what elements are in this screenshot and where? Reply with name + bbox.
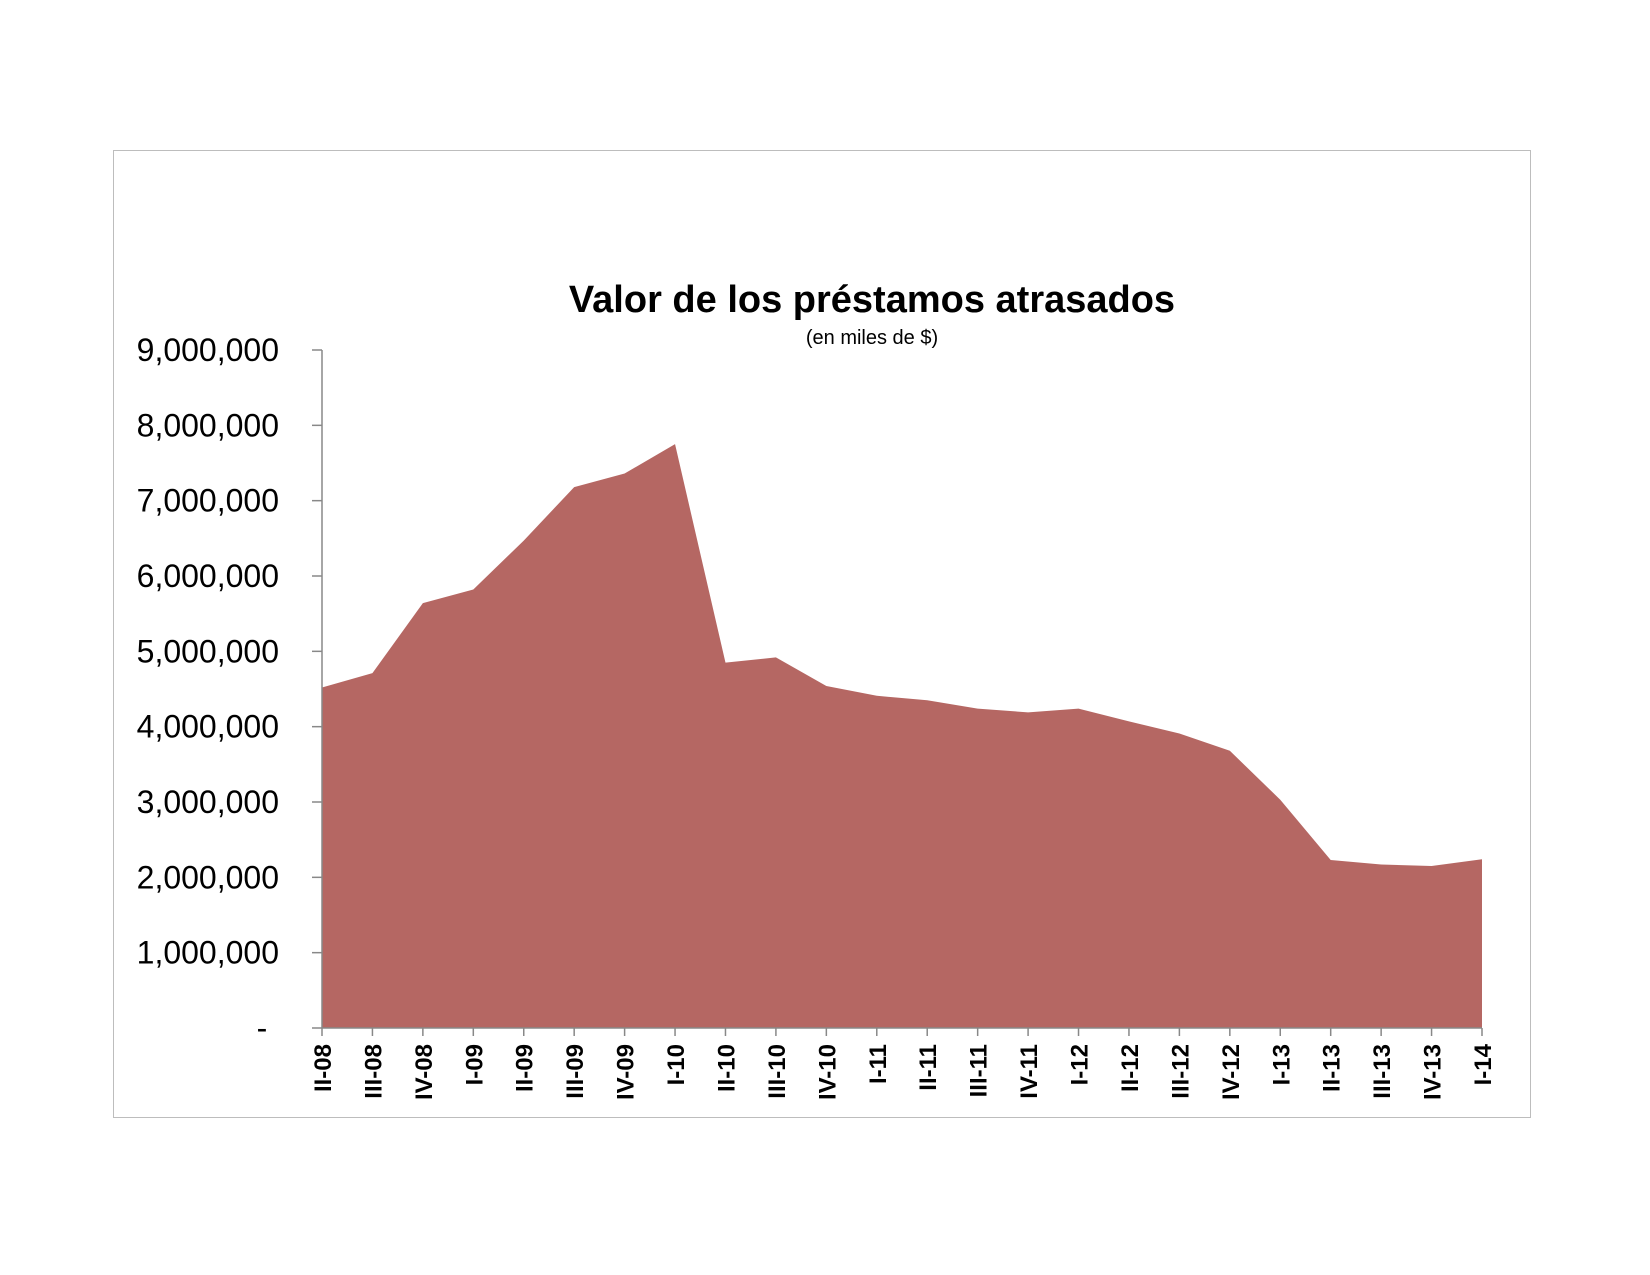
x-tick-label: II-12 bbox=[1117, 1044, 1144, 1092]
y-tick-label: 5,000,000 bbox=[137, 633, 279, 669]
plot-area bbox=[322, 444, 1482, 1028]
area-series bbox=[322, 444, 1482, 1028]
x-tick-label: III-12 bbox=[1167, 1044, 1194, 1099]
x-axis: II-08 III-08 IV-08 I-09 II-09 III-09 IV-09 I-10… bbox=[310, 1027, 1497, 1100]
x-tick-label: III-08 bbox=[360, 1044, 387, 1099]
y-tick-label: 6,000,000 bbox=[137, 558, 279, 594]
x-tick-label: I-10 bbox=[663, 1044, 690, 1085]
chart-title: Valor de los préstamos atrasados bbox=[569, 279, 1175, 321]
x-tick-label: I-09 bbox=[461, 1044, 488, 1085]
x-tick-label: III-11 bbox=[966, 1044, 993, 1097]
y-tick-label: 7,000,000 bbox=[137, 483, 279, 519]
x-tick-label: II-11 bbox=[915, 1044, 942, 1091]
x-tick-label: II-10 bbox=[713, 1044, 740, 1092]
x-tick-label: I-13 bbox=[1268, 1044, 1295, 1085]
x-tick-label: III-10 bbox=[764, 1044, 791, 1099]
x-tick-label: II-13 bbox=[1319, 1044, 1346, 1092]
y-tick-label: 4,000,000 bbox=[137, 709, 279, 745]
y-tick-label: 9,000,000 bbox=[137, 332, 279, 368]
y-tick-label: 8,000,000 bbox=[137, 407, 279, 443]
x-tick-label: II-09 bbox=[512, 1044, 539, 1092]
x-tick-label: III-13 bbox=[1369, 1044, 1396, 1099]
x-tick-label: IV-12 bbox=[1218, 1044, 1245, 1100]
y-tick-label: 1,000,000 bbox=[137, 935, 279, 971]
y-tick-label: 2,000,000 bbox=[137, 859, 279, 895]
x-tick-label: IV-10 bbox=[814, 1044, 841, 1100]
chart-subtitle: (en miles de $) bbox=[806, 327, 938, 349]
x-tick-label: I-11 bbox=[865, 1044, 892, 1084]
x-tick-label: IV-13 bbox=[1420, 1044, 1447, 1100]
x-tick-label: III-09 bbox=[562, 1044, 589, 1099]
x-tick-label: I-12 bbox=[1067, 1044, 1094, 1085]
x-tick-label: I-14 bbox=[1470, 1043, 1497, 1085]
x-tick-label: IV-11 bbox=[1016, 1044, 1043, 1099]
x-tick-label: II-08 bbox=[310, 1044, 337, 1092]
y-tick-label: - bbox=[257, 1010, 268, 1046]
x-tick-label: IV-08 bbox=[411, 1044, 438, 1100]
y-axis: - 1,000,000 2,000,000 3,000,000 4,000,000 5,0… bbox=[137, 332, 323, 1046]
y-tick-label: 3,000,000 bbox=[137, 784, 279, 820]
x-tick-label: IV-09 bbox=[613, 1044, 640, 1100]
